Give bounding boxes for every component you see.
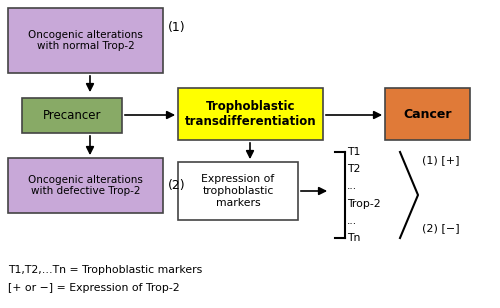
FancyBboxPatch shape bbox=[22, 98, 122, 133]
Text: (1) [+]: (1) [+] bbox=[422, 155, 460, 165]
Text: T2: T2 bbox=[347, 164, 360, 174]
Text: [+ or −] = Expression of Trop-2: [+ or −] = Expression of Trop-2 bbox=[8, 283, 180, 293]
Text: Precancer: Precancer bbox=[43, 109, 101, 122]
Text: Expression of
trophoblastic
markers: Expression of trophoblastic markers bbox=[202, 174, 274, 208]
Text: (2) [−]: (2) [−] bbox=[422, 223, 460, 233]
FancyBboxPatch shape bbox=[178, 88, 323, 140]
FancyBboxPatch shape bbox=[8, 8, 163, 73]
Text: ...: ... bbox=[347, 216, 357, 226]
Text: Cancer: Cancer bbox=[403, 107, 452, 120]
Text: Trophoblastic
transdifferentiation: Trophoblastic transdifferentiation bbox=[184, 100, 316, 128]
FancyBboxPatch shape bbox=[178, 162, 298, 220]
Text: T1: T1 bbox=[347, 147, 360, 157]
Text: Oncogenic alterations
with defective Trop-2: Oncogenic alterations with defective Tro… bbox=[28, 175, 143, 196]
Text: T1,T2,…Tn = Trophoblastic markers: T1,T2,…Tn = Trophoblastic markers bbox=[8, 265, 202, 275]
Text: ...: ... bbox=[347, 181, 357, 191]
Text: Tn: Tn bbox=[347, 233, 360, 243]
Text: (2): (2) bbox=[168, 179, 186, 192]
FancyBboxPatch shape bbox=[385, 88, 470, 140]
FancyBboxPatch shape bbox=[8, 158, 163, 213]
Text: Trop-2: Trop-2 bbox=[347, 199, 380, 209]
Text: (1): (1) bbox=[168, 22, 186, 34]
Text: Oncogenic alterations
with normal Trop-2: Oncogenic alterations with normal Trop-2 bbox=[28, 30, 143, 51]
